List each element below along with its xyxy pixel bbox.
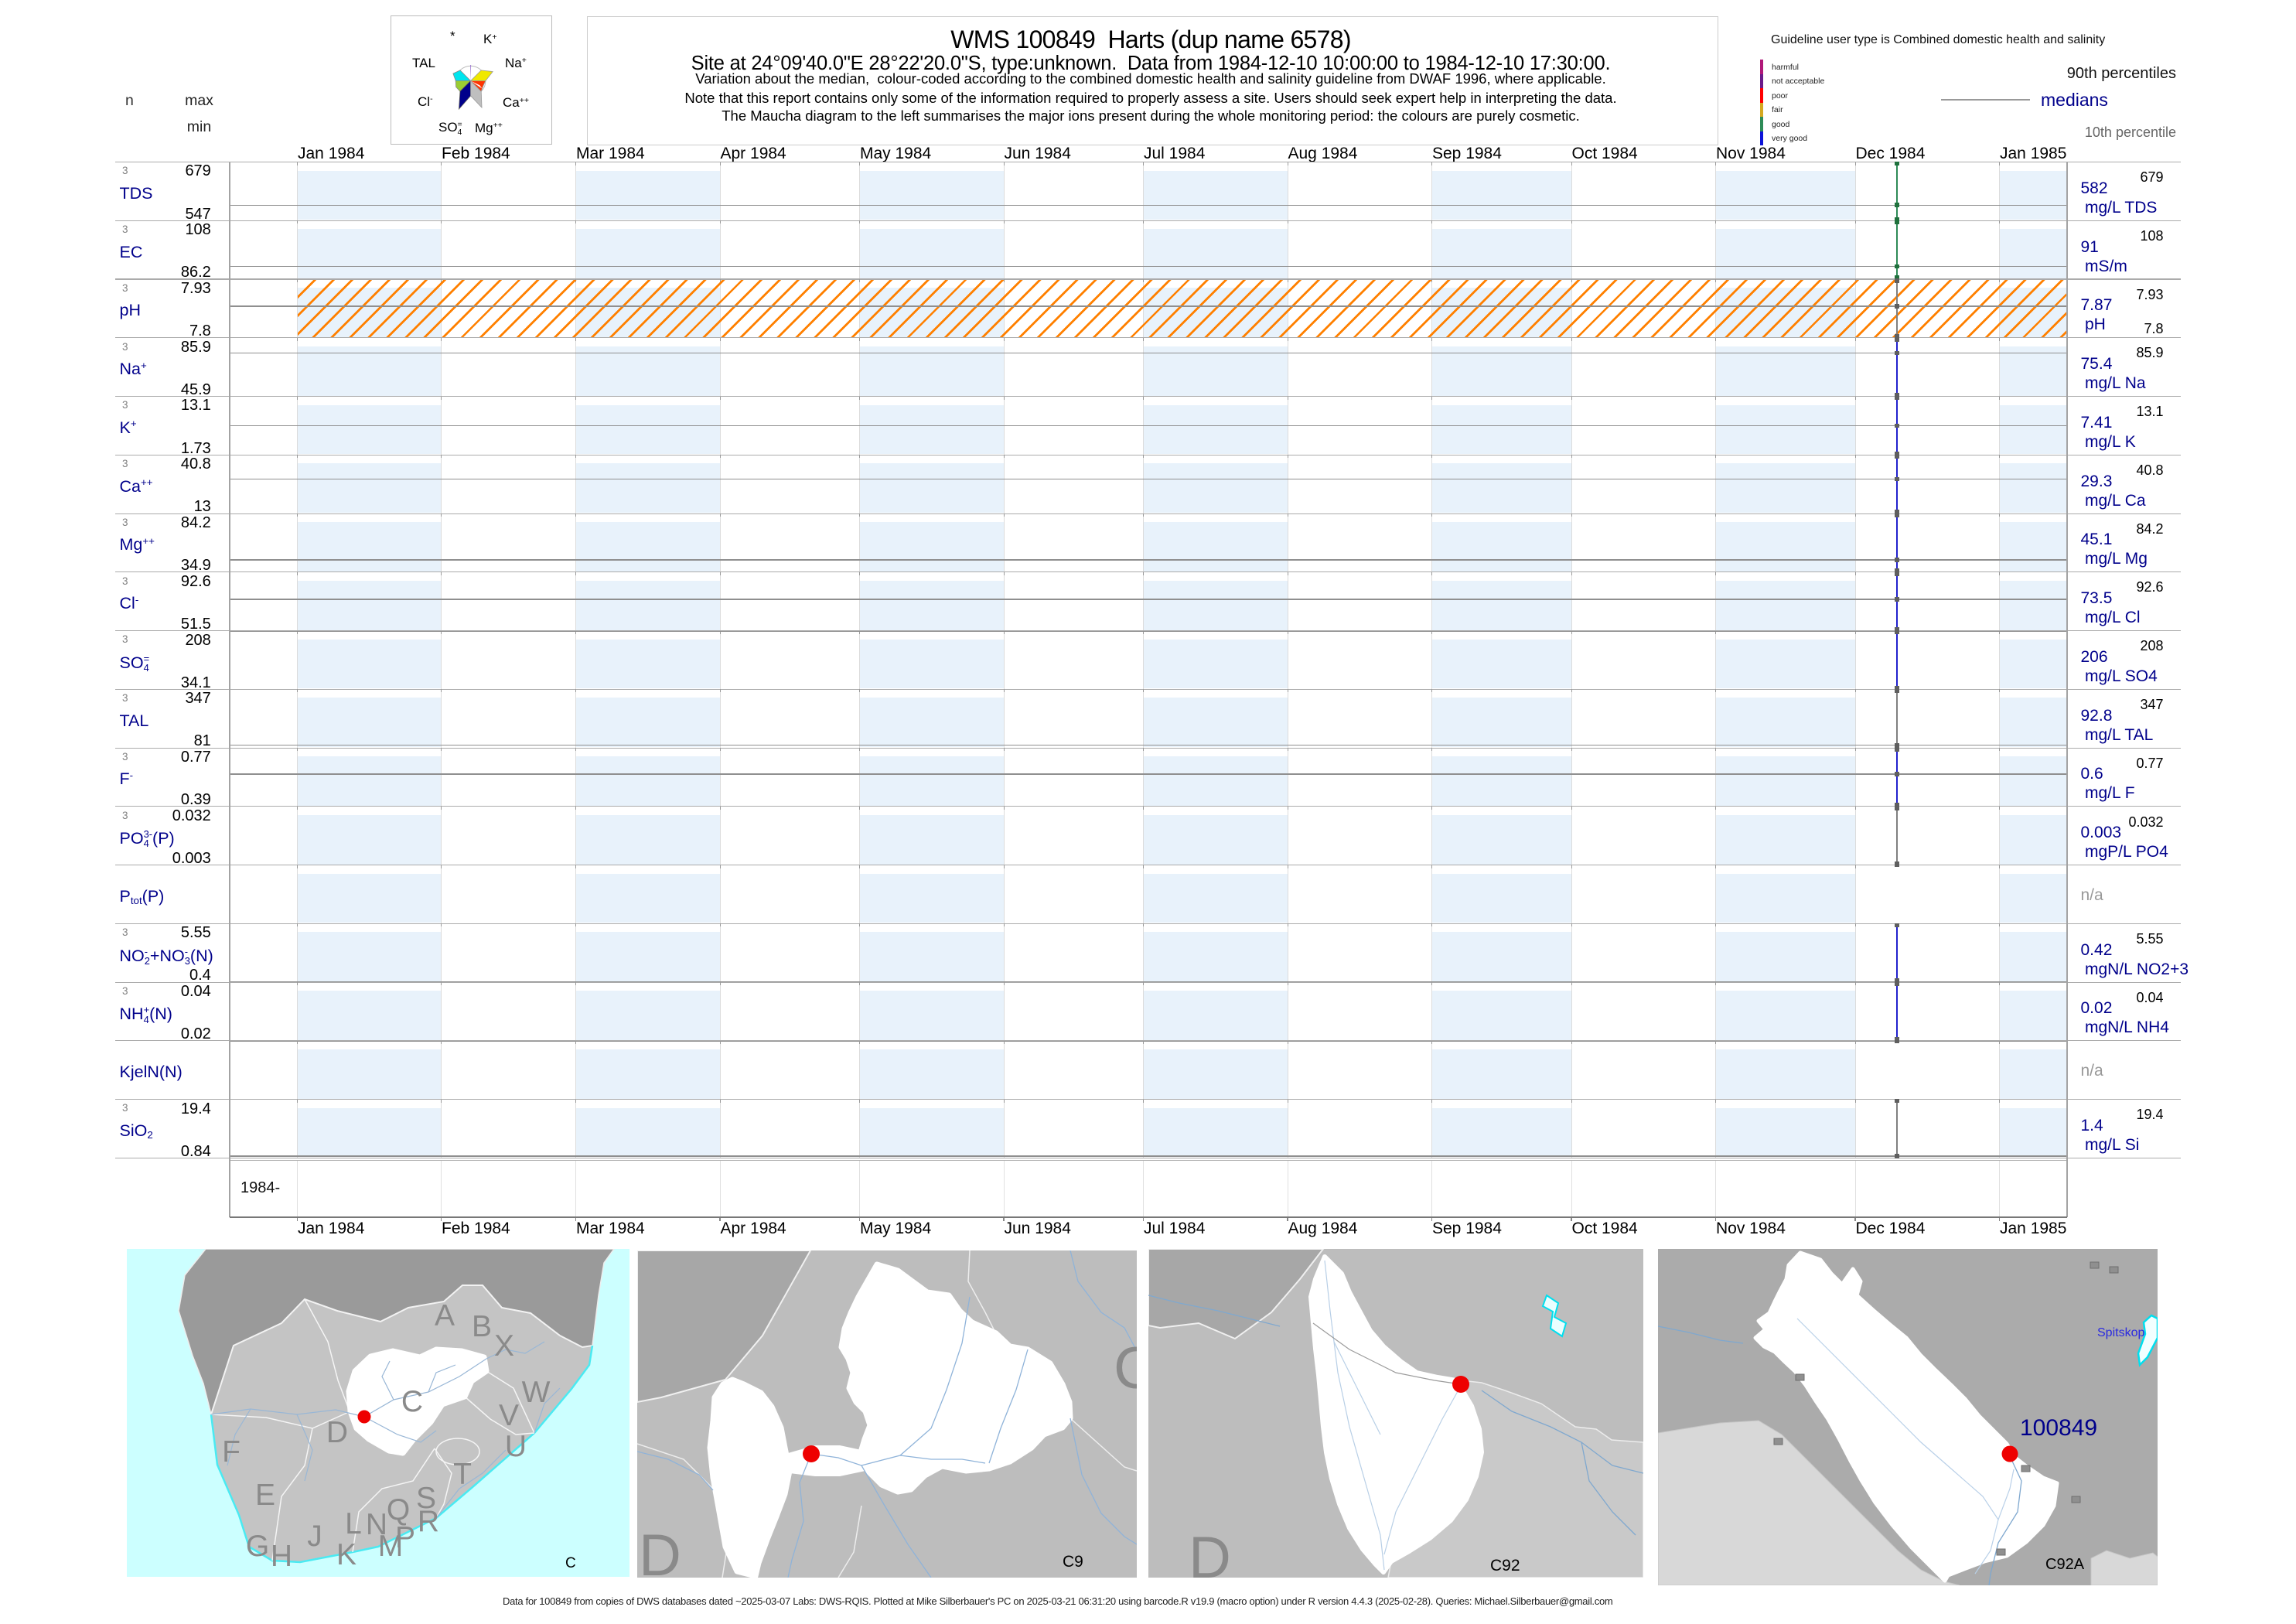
svg-text:F: F — [222, 1435, 241, 1469]
svg-text:X: X — [494, 1329, 514, 1363]
svg-text:D: D — [326, 1416, 348, 1449]
svg-text:D: D — [1189, 1525, 1231, 1578]
svg-text:T: T — [453, 1458, 472, 1491]
svg-text:C: C — [565, 1555, 576, 1571]
svg-text:U: U — [505, 1430, 527, 1463]
svg-text:D: D — [639, 1523, 681, 1578]
svg-text:C92A: C92A — [2045, 1556, 2085, 1573]
svg-text:K: K — [336, 1538, 357, 1571]
svg-text:H: H — [271, 1540, 292, 1573]
svg-text:C92: C92 — [1490, 1557, 1520, 1575]
svg-text:W: W — [522, 1376, 551, 1409]
svg-text:P: P — [395, 1521, 415, 1554]
svg-text:Q: Q — [387, 1493, 410, 1527]
svg-text:R: R — [418, 1505, 439, 1538]
svg-text:J: J — [307, 1520, 322, 1553]
svg-text:S: S — [416, 1482, 436, 1515]
svg-text:C: C — [401, 1385, 423, 1418]
svg-text:V: V — [499, 1399, 519, 1432]
svg-text:C: C — [1114, 1336, 1137, 1401]
svg-text:L: L — [345, 1507, 362, 1540]
svg-text:M: M — [378, 1530, 404, 1563]
svg-text:N: N — [366, 1508, 387, 1541]
svg-text:E: E — [255, 1479, 275, 1512]
svg-text:100849: 100849 — [2020, 1415, 2097, 1441]
svg-text:A: A — [435, 1299, 455, 1332]
svg-text:C9: C9 — [1063, 1553, 1083, 1571]
svg-text:G: G — [246, 1530, 269, 1563]
svg-text:Spitskop: Spitskop — [2097, 1326, 2144, 1339]
svg-text:B: B — [472, 1310, 492, 1343]
